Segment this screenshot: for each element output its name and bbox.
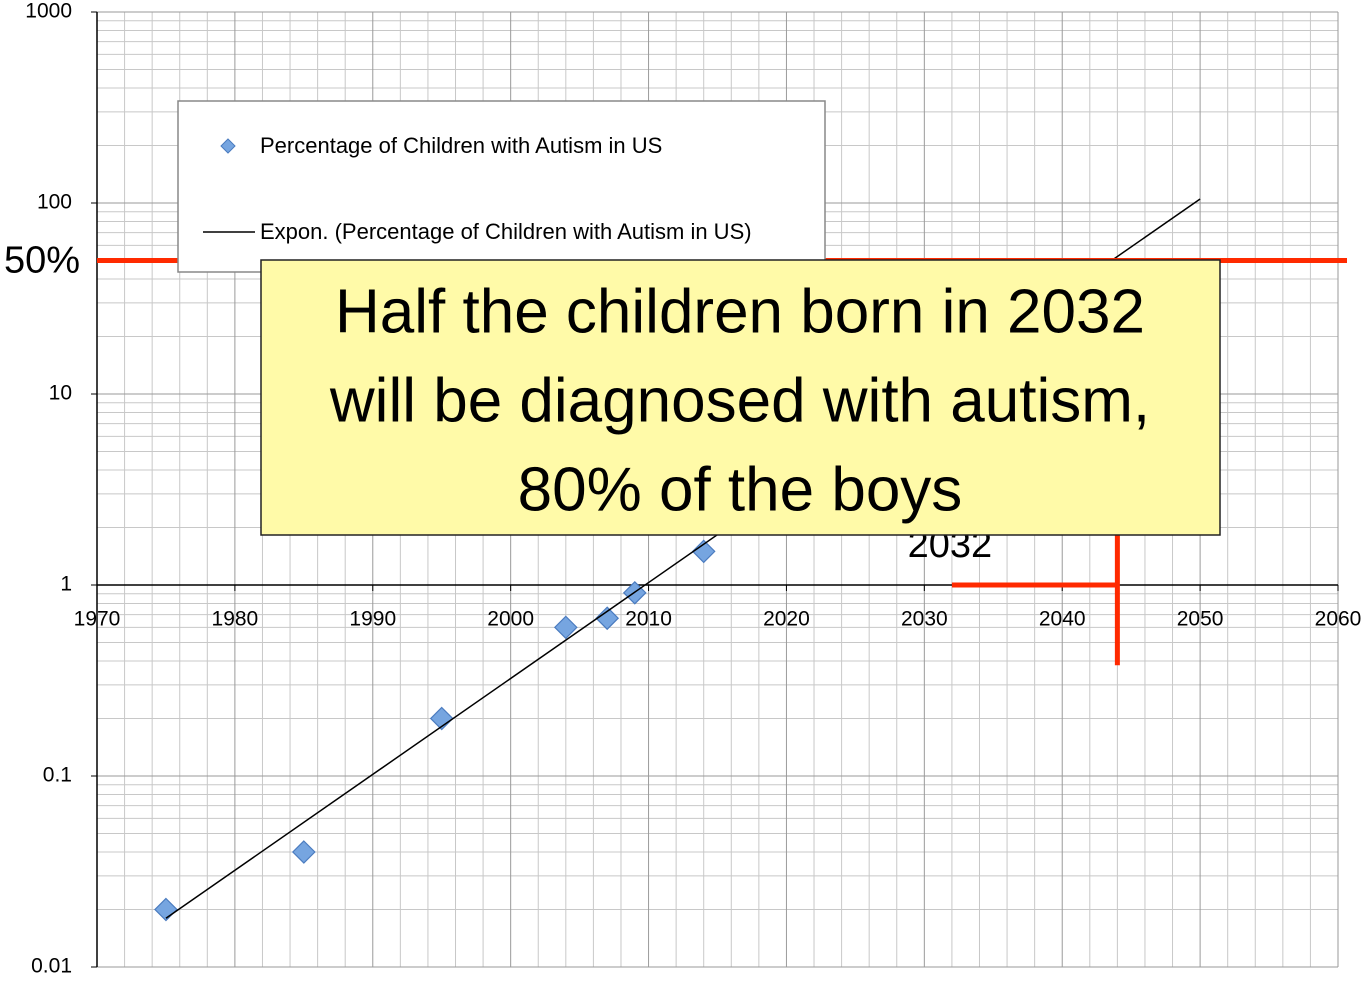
callout-box [260, 259, 1221, 536]
y-tick-label: 0.1 [43, 764, 72, 787]
data-point [291, 840, 316, 864]
y-tick-label: 0.01 [31, 955, 72, 978]
legend-marker [220, 138, 236, 154]
legend-label: Percentage of Children with Autism in US [260, 133, 662, 158]
x-tick-label: 2010 [625, 608, 672, 631]
threshold-label: 50% [4, 240, 80, 282]
x-tick-label: 2040 [1039, 608, 1086, 631]
callout-text: 80% of the boys [518, 455, 963, 524]
data-point [154, 897, 178, 922]
legend-label: Expon. (Percentage of Children with Auti… [260, 219, 752, 244]
callout-text: Half the children born in 2032 [335, 277, 1145, 346]
data-point [691, 539, 716, 564]
data-point [553, 615, 578, 640]
x-tick-label: 2050 [1177, 608, 1224, 631]
legend-box [177, 100, 826, 273]
legend: Percentage of Children with Autism in US… [177, 100, 826, 273]
data-point [595, 606, 620, 631]
x-tick-label: 1990 [349, 608, 396, 631]
x-tick-label: 1970 [74, 608, 121, 631]
y-tick-label: 1 [60, 573, 72, 596]
x-tick-label: 2000 [487, 608, 534, 631]
y-tick-label: 1000 [25, 0, 72, 23]
x-tick-label: 2060 [1315, 608, 1362, 631]
data-point [429, 706, 454, 731]
x-tick-label: 2030 [901, 608, 948, 631]
y-tick-label: 100 [37, 191, 72, 214]
x-tick-label: 1980 [212, 608, 259, 631]
y-tick-label: 10 [49, 382, 72, 405]
x-tick-label: 2020 [763, 608, 810, 631]
callout-text: will be diagnosed with autism, [329, 366, 1150, 435]
